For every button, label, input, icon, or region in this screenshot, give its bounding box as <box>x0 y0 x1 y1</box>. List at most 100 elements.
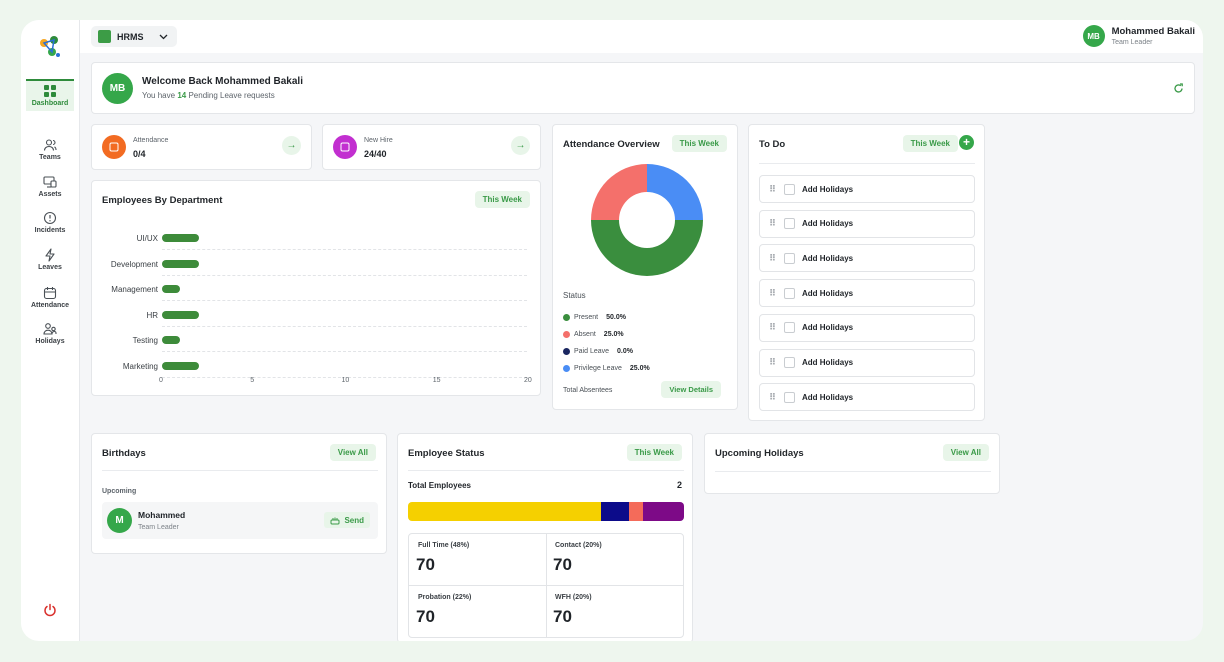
sidebar-item-incidents[interactable]: Incidents <box>26 211 74 234</box>
cell-value: 70 <box>553 607 572 626</box>
status-bar-segment <box>642 502 684 521</box>
sidebar-item-attendance[interactable]: Attendance <box>26 286 74 309</box>
legend-value: 25.0% <box>629 365 650 372</box>
view-all-button[interactable]: View All <box>329 444 376 461</box>
todo-label: Add Holidays <box>802 288 854 298</box>
refresh-icon[interactable] <box>1173 83 1184 94</box>
todo-checkbox[interactable] <box>784 357 795 368</box>
drag-handle-icon[interactable]: ⠿ <box>769 287 776 298</box>
app-switcher-label: HRMS <box>117 31 144 42</box>
dept-bar[interactable] <box>162 259 199 268</box>
sidebar-item-teams[interactable]: Teams <box>26 138 74 161</box>
sidebar-item-holidays[interactable]: Holidays <box>26 322 74 345</box>
monitor-icon <box>43 176 57 188</box>
sidebar-item-label: Leaves <box>38 264 62 271</box>
dept-bar[interactable] <box>162 310 199 319</box>
todo-checkbox[interactable] <box>784 287 795 299</box>
attendance-overview-card: Attendance Overview This Week Status Pre… <box>552 124 738 410</box>
todo-label: Add Holidays <box>802 358 854 367</box>
send-wish-button[interactable]: Send <box>324 512 370 528</box>
dept-bar[interactable] <box>162 361 199 370</box>
sidebar-item-leaves[interactable]: Leaves <box>26 248 74 271</box>
todo-checkbox[interactable] <box>784 252 795 264</box>
new-hire-circle <box>333 135 357 159</box>
drag-handle-icon[interactable]: ⠿ <box>769 183 776 194</box>
legend-item: Absent 25.0% <box>563 331 624 338</box>
grid-icon <box>44 85 56 97</box>
todo-checkbox[interactable] <box>784 322 795 334</box>
todo-item[interactable]: ⠿ Add Holidays <box>759 175 975 203</box>
add-todo-button[interactable]: + <box>959 135 974 150</box>
view-all-button[interactable]: View All <box>942 444 989 461</box>
grid-line <box>162 249 527 250</box>
legend-label: Paid Leave <box>574 348 610 355</box>
dept-label: Marketing <box>122 361 158 371</box>
period-selector[interactable]: This Week <box>474 191 530 208</box>
donut-slice-privilege-leave[interactable] <box>647 164 703 220</box>
cell-label: Probation (22%) <box>418 594 472 601</box>
grid-line <box>162 351 527 352</box>
attendance-circle <box>102 135 126 159</box>
stat-label: Attendance <box>133 137 169 144</box>
birthdays-card: Birthdays View All Upcoming M Mohammed T… <box>91 433 387 554</box>
legend-item: Present 50.0% <box>563 314 626 321</box>
card-title: Employees By Department <box>102 195 223 206</box>
arrow-right-icon[interactable]: → <box>282 136 301 155</box>
wfh-cell: WFH (20%) 70 <box>546 586 684 638</box>
todo-item[interactable]: ⠿ Add Holidays <box>759 383 975 412</box>
sidebar-item-assets[interactable]: Assets <box>26 175 74 198</box>
employee-type-grid: Full Time (48%) 70 Contact (20%) 70 Prob… <box>408 533 684 638</box>
dept-label: Testing <box>132 336 158 345</box>
period-selector[interactable]: This Week <box>671 135 727 152</box>
people-icon <box>43 323 57 335</box>
todo-checkbox[interactable] <box>784 183 795 195</box>
todo-item[interactable]: ⠿ Add Holidays <box>759 313 975 342</box>
todo-item[interactable]: ⠿ Add Holidays <box>759 209 975 238</box>
power-icon[interactable] <box>43 603 57 617</box>
user-menu[interactable]: MB Mohammed Bakali Team Leader <box>1082 25 1195 47</box>
donut-slice-absent[interactable] <box>591 164 647 220</box>
donut-slice-present[interactable] <box>591 220 703 276</box>
period-selector[interactable]: This Week <box>902 135 958 152</box>
sidebar-item-label: Attendance <box>30 302 70 309</box>
cake-icon <box>330 517 340 525</box>
cell-value: 70 <box>553 555 572 574</box>
subtitle-suffix: Pending Leave requests <box>188 91 275 100</box>
todo-checkbox[interactable] <box>784 218 795 230</box>
dept-bar[interactable] <box>162 285 181 293</box>
x-tick-label: 20 <box>524 377 532 384</box>
dept-bar[interactable] <box>162 336 181 344</box>
legend-label: Absent <box>574 331 596 338</box>
alert-icon <box>43 211 57 225</box>
full-time-cell: Full Time (48%) 70 <box>409 534 547 586</box>
avatar: MB <box>102 73 133 104</box>
cell-label: WFH (20%) <box>555 594 592 601</box>
avatar: M <box>107 508 132 533</box>
arrow-right-icon[interactable]: → <box>511 136 530 155</box>
period-selector[interactable]: This Week <box>626 444 682 461</box>
stat-label: New Hire <box>364 137 393 144</box>
user-role: Team Leader <box>1111 39 1153 46</box>
cell-label: Contact (20%) <box>555 542 602 549</box>
todo-checkbox[interactable] <box>784 391 795 403</box>
x-tick-label: 15 <box>432 377 441 384</box>
drag-handle-icon[interactable]: ⠿ <box>769 252 776 263</box>
todo-item[interactable]: ⠿ Add Holidays <box>759 279 975 308</box>
status-bar-segment <box>408 502 602 521</box>
app-frame: Dashboard Teams Assets Incidents Leaves … <box>21 20 1203 641</box>
app-switcher[interactable]: HRMS <box>91 26 177 47</box>
drag-handle-icon[interactable]: ⠿ <box>769 218 776 229</box>
employees-by-department-card: Employees By Department This Week UI/UX D… <box>91 180 541 396</box>
drag-handle-icon[interactable]: ⠿ <box>769 391 776 402</box>
drag-handle-icon[interactable]: ⠿ <box>769 322 776 333</box>
todo-item[interactable]: ⠿ Add Holidays <box>759 244 975 273</box>
x-tick-label: 5 <box>250 377 255 384</box>
view-details-button[interactable]: View Details <box>661 381 721 398</box>
dept-bar[interactable] <box>162 234 199 242</box>
app-logo[interactable] <box>37 34 63 60</box>
send-label: Send <box>344 515 364 525</box>
calendar-icon <box>340 142 350 152</box>
drag-handle-icon[interactable]: ⠿ <box>769 357 776 367</box>
todo-item[interactable]: ⠿ Add Holidays <box>759 348 975 377</box>
sidebar-item-dashboard[interactable]: Dashboard <box>26 79 74 111</box>
